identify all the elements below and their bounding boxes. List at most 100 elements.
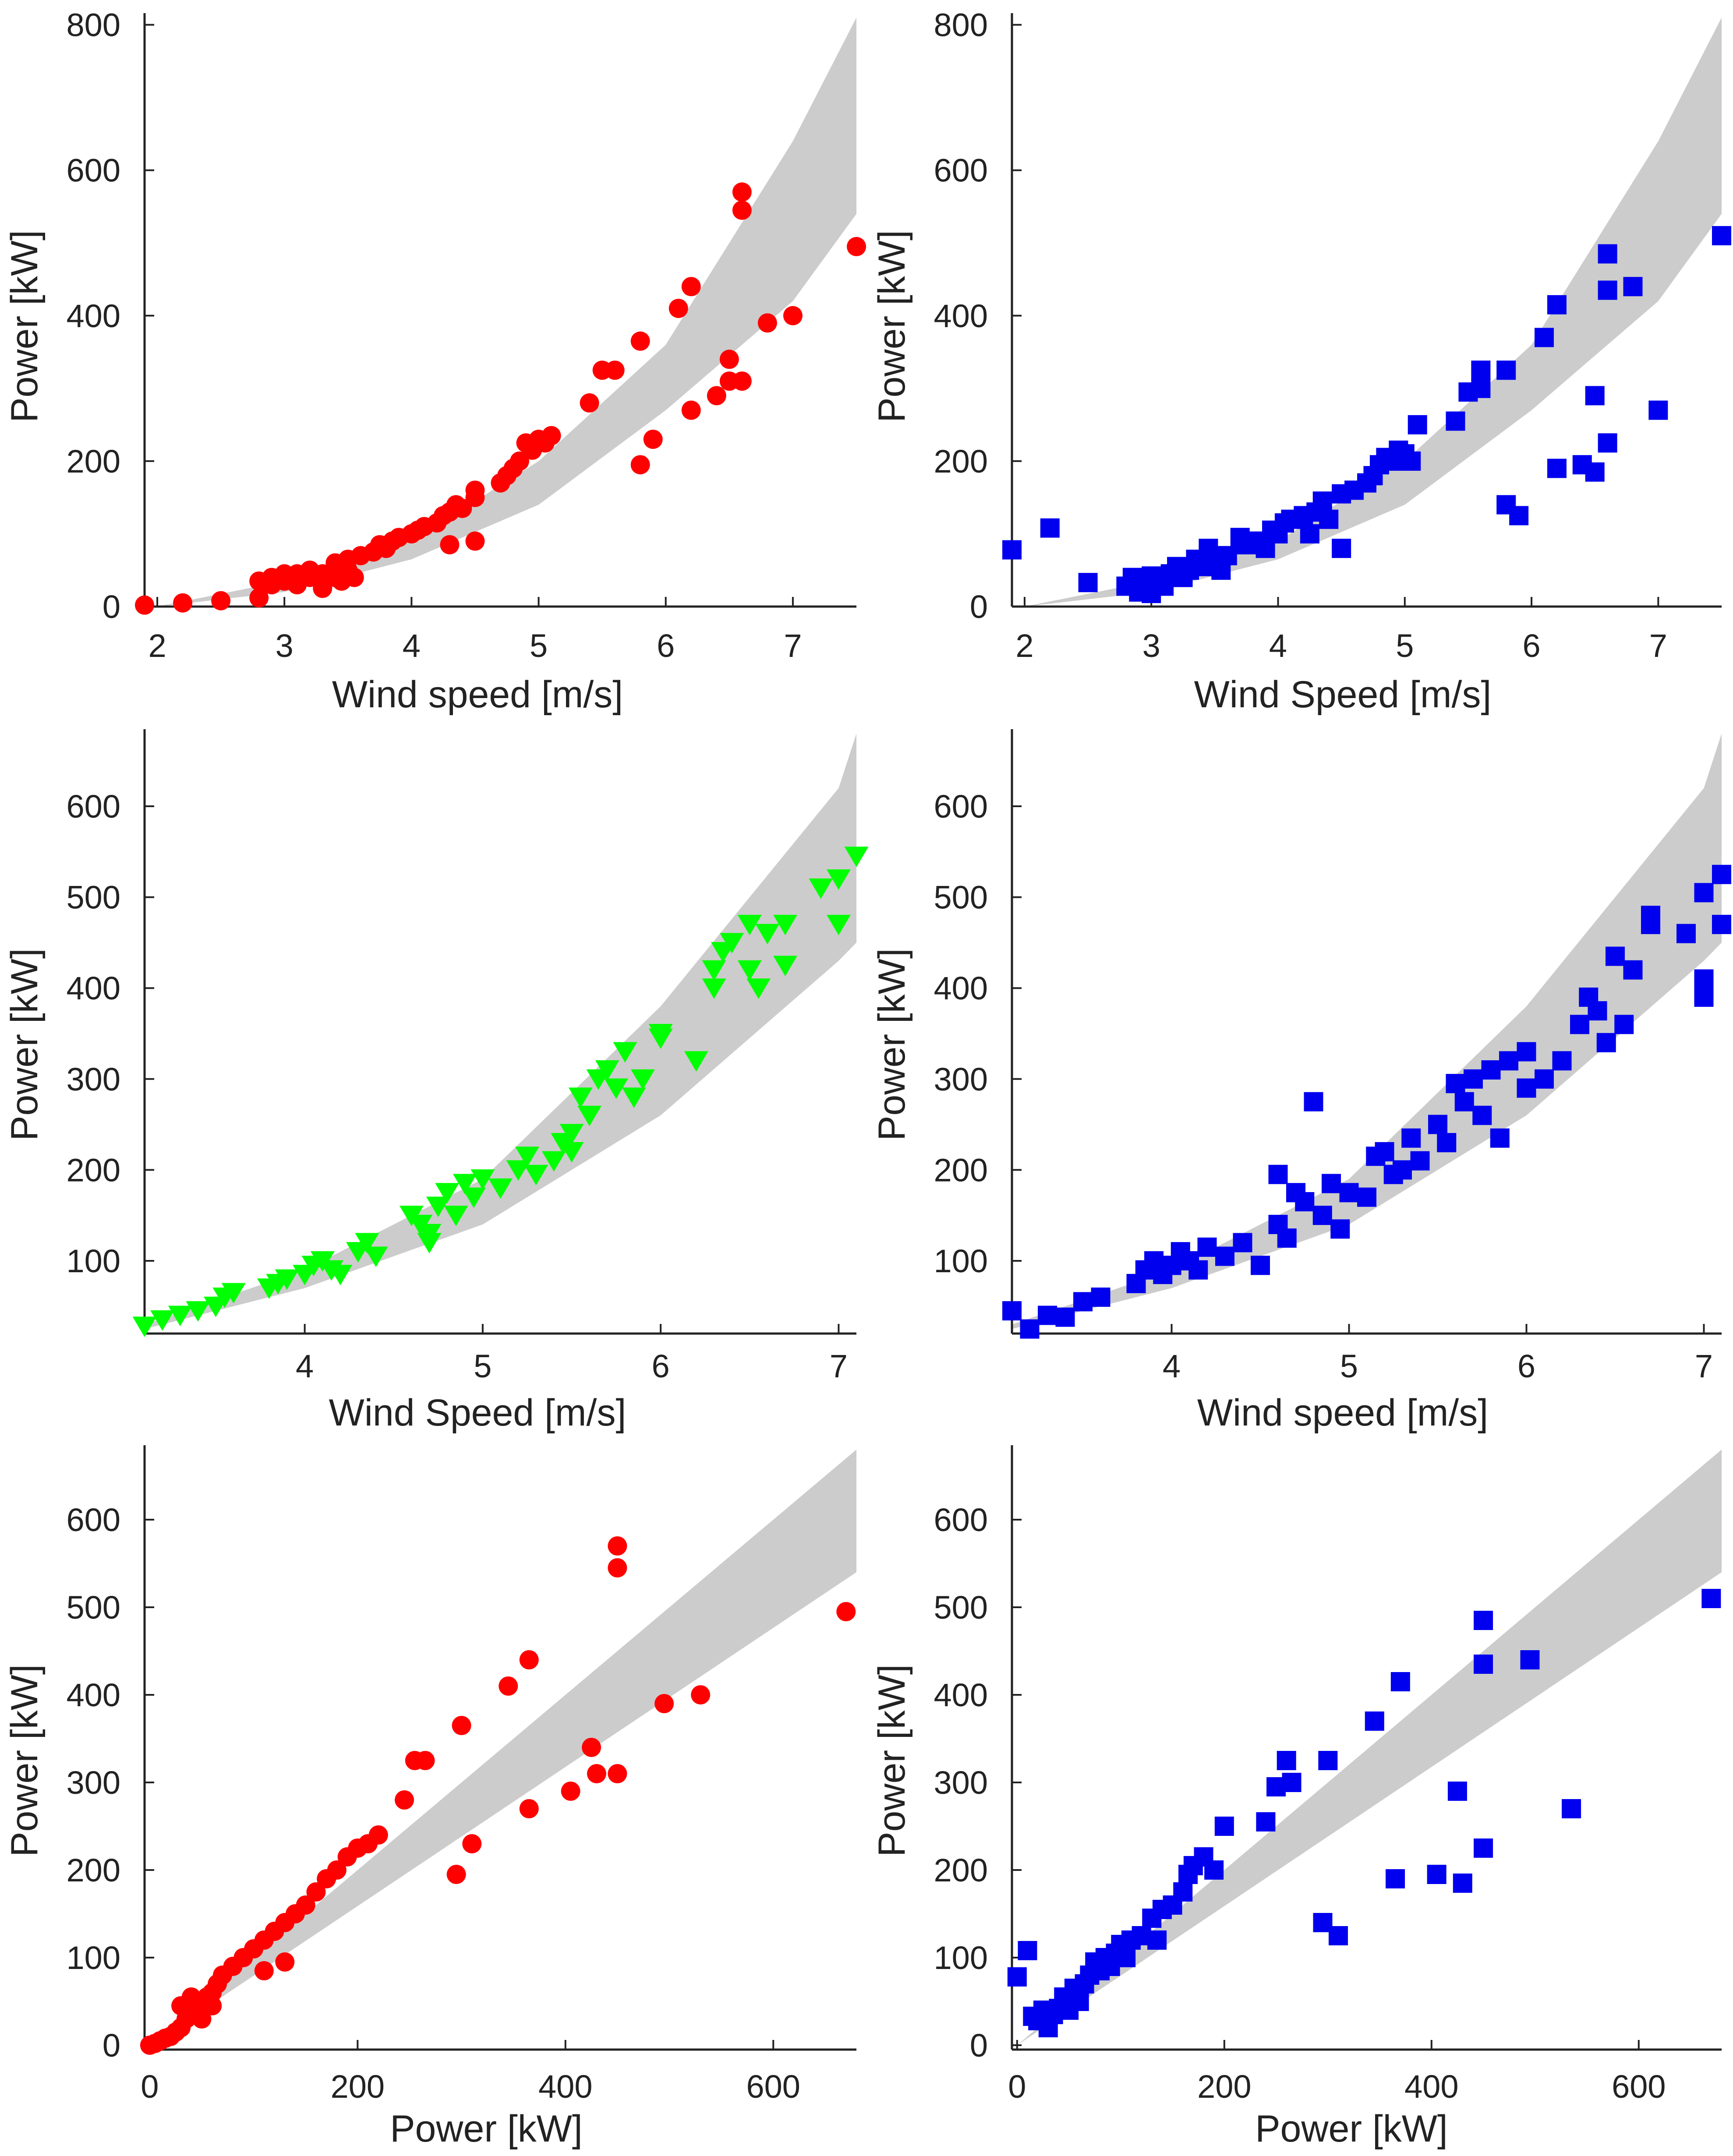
panel-4-data-point	[1233, 1233, 1252, 1253]
panel-3-data-point	[462, 1187, 486, 1208]
panel-3-data-point	[702, 978, 726, 999]
panel-3-data-point	[470, 1169, 495, 1190]
panel-4-y-tick-label: 200	[934, 1152, 988, 1188]
panel-4-data-point	[1277, 1228, 1297, 1248]
panel-5-y-tick-label: 300	[67, 1764, 120, 1801]
panel-5-data-point	[254, 1961, 274, 1980]
panel-3-data-point	[604, 1078, 629, 1099]
panel-1-power-curve-red: Power [kW] Wind speed [m/s] 2 3 4 5 6 7 0 200 40…	[4, 7, 866, 716]
panel-4-data-point	[1641, 914, 1660, 934]
panel-2-data-point	[1598, 433, 1617, 453]
panel-2-data-point	[1312, 491, 1332, 511]
panel-1-data-point	[732, 182, 752, 202]
panel-4-data-point	[1038, 1306, 1057, 1325]
panel-1-data-point	[630, 455, 650, 475]
panel-2-data-point	[1535, 328, 1554, 347]
panel-3-data-point	[622, 1087, 646, 1108]
panel-2-data-point	[1598, 280, 1617, 300]
panel-6-data-point	[1701, 1589, 1721, 1608]
panel-6-y-tick-label: 100	[934, 1940, 988, 1976]
panel-5-data-point	[608, 1764, 627, 1783]
panel-4-data-point	[1322, 1174, 1341, 1193]
panel-5-confidence-band	[149, 1450, 856, 2045]
panel-3-data-point	[684, 1051, 708, 1072]
panel-6-data-point	[1277, 1751, 1296, 1770]
panel-2-data-point	[1471, 360, 1491, 380]
panel-2-data-point	[1078, 573, 1098, 593]
panel-3-y-tick-label: 100	[67, 1243, 120, 1279]
panel-5-data-point	[519, 1650, 539, 1669]
panel-5-data-point	[452, 1716, 471, 1735]
panel-6-data-point	[1328, 1926, 1348, 1945]
panel-6-data-point	[1447, 1782, 1467, 1801]
panel-3-x-tick-label: 6	[652, 1348, 670, 1384]
panel-4-data-point	[1091, 1287, 1111, 1307]
panel-4-x-tick-label: 6	[1517, 1348, 1535, 1384]
panel-2-data-point	[1446, 411, 1465, 431]
panel-6-power-vs-power-blue: Power [kW] Power [kW] 0 200 400 600 0 100 200 3…	[871, 1445, 1722, 2150]
panel-1-ylabel: Power [kW]	[4, 230, 46, 423]
panel-3-data-point	[524, 1164, 548, 1186]
panel-4-data-point	[1606, 946, 1625, 966]
panel-4-data-point	[1623, 960, 1643, 980]
panel-3-data-point	[355, 1233, 379, 1254]
panel-3-y-tick-label: 300	[67, 1061, 120, 1097]
panel-2-data-point	[1623, 277, 1643, 296]
panel-4-data-point	[1499, 1051, 1518, 1071]
panel-1-data-point	[630, 331, 650, 351]
panel-3-data-point	[328, 1265, 353, 1285]
panel-5-data-point	[368, 1825, 388, 1845]
panel-6-x-tick-label: 600	[1612, 2068, 1666, 2105]
panel-1-data-point	[719, 349, 739, 369]
panel-6-data-point	[1562, 1799, 1581, 1818]
panel-5-data-point	[327, 1860, 347, 1880]
panel-4-data-point	[1490, 1128, 1510, 1148]
panel-3-data-point	[746, 978, 771, 999]
panel-6-data-point	[1282, 1773, 1302, 1792]
panel-6-data-point	[1147, 1930, 1167, 1950]
panel-3-data-point	[417, 1233, 442, 1254]
panel-4-data-point	[1614, 1015, 1634, 1034]
panel-1-data-point	[173, 593, 193, 613]
panel-6-data-point	[1204, 1860, 1224, 1880]
panel-1-data-point	[847, 237, 866, 257]
panel-3-data-point	[444, 1206, 468, 1226]
panel-6-x-tick-label: 200	[1197, 2068, 1251, 2105]
panel-6-y-tick-label: 400	[934, 1677, 988, 1713]
panel-4-data-point	[1073, 1292, 1093, 1312]
panel-1-x-tick-label: 4	[403, 628, 421, 664]
panel-1-data-point	[681, 400, 701, 420]
panel-3-y-tick-label: 500	[67, 879, 120, 916]
panel-4-data-point	[1401, 1128, 1421, 1148]
panel-2-data-point	[1496, 360, 1516, 380]
panel-1-data-point	[510, 451, 530, 471]
panel-6-data-point	[1318, 1751, 1338, 1770]
panel-4-data-point	[1481, 1060, 1501, 1080]
panel-5-data-point	[446, 1865, 466, 1884]
panel-1-y-tick-label: 0	[103, 589, 120, 625]
panel-4-data-point	[1020, 1319, 1040, 1339]
panel-1-data-point	[757, 313, 777, 333]
panel-4-data-point	[1596, 1033, 1616, 1052]
panel-6-y-tick-label: 200	[934, 1852, 988, 1888]
panel-3-x-tick-label: 7	[830, 1348, 848, 1384]
panel-3-xlabel: Wind Speed [m/s]	[329, 1392, 626, 1434]
panel-6-y-tick-label: 300	[934, 1764, 988, 1801]
panel-6-data-point	[1018, 1941, 1037, 1960]
panel-3-data-point	[506, 1160, 531, 1181]
panel-1-data-point	[783, 306, 803, 325]
panel-6-ylabel: Power [kW]	[871, 1664, 913, 1857]
panel-5-data-point	[395, 1790, 414, 1810]
panel-4-y-tick-label: 400	[934, 970, 988, 1006]
panel-2-data-point	[1471, 378, 1491, 398]
panel-2-data-point	[1332, 539, 1351, 558]
panel-1-y-tick-label: 400	[67, 298, 120, 334]
panel-5-data-point	[654, 1694, 674, 1713]
panel-3-data-point	[720, 933, 744, 954]
panel-2-data-point	[1300, 524, 1319, 543]
panel-5-data-point	[691, 1685, 711, 1704]
panel-4-data-point	[1446, 1074, 1465, 1094]
panel-1-data-point	[453, 498, 472, 518]
panel-2-data-point	[1217, 546, 1237, 565]
